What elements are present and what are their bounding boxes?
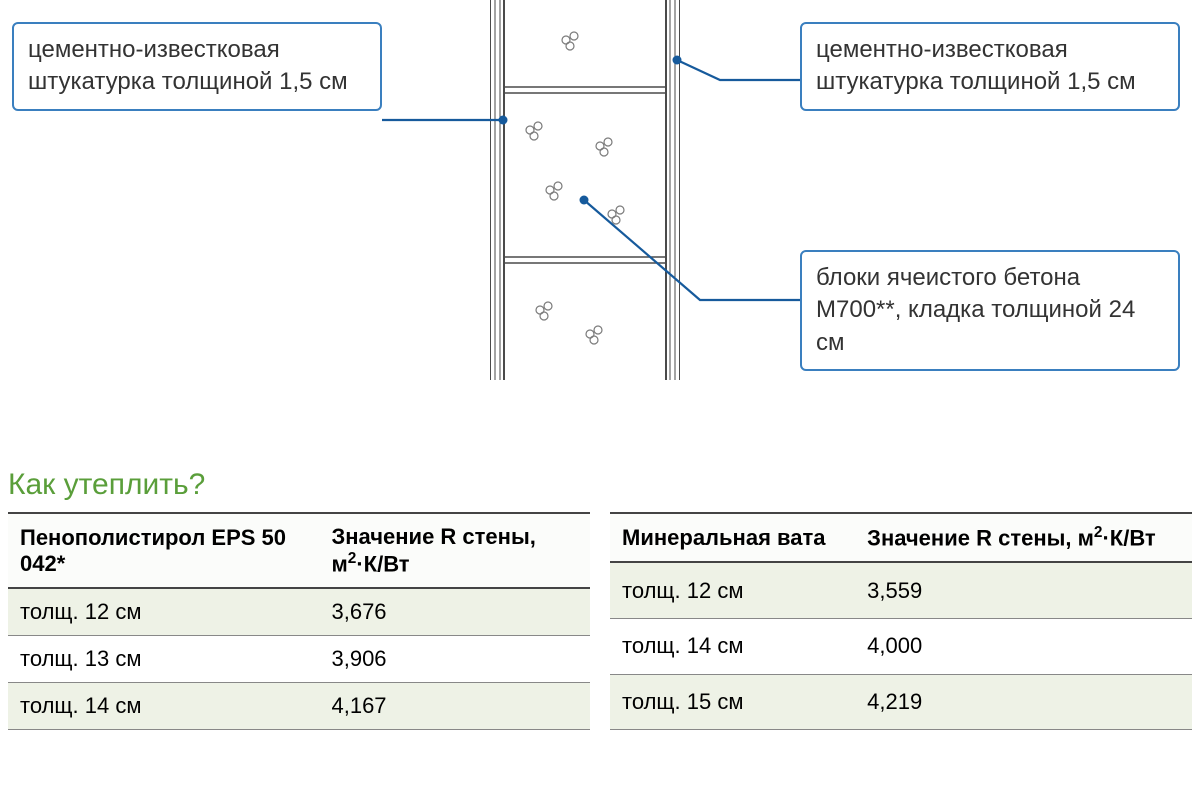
col-r-value: Значение R стены, м2·К/Вт (855, 513, 1192, 562)
cell-r-value: 4,167 (319, 683, 590, 730)
cell-r-value: 4,000 (855, 619, 1192, 675)
wall-diagram: цементно-известковая штукатурка толщиной… (0, 0, 1200, 450)
table-row: толщ. 12 см3,676 (8, 588, 590, 636)
table-row: толщ. 14 см4,000 (610, 619, 1192, 675)
cell-thickness: толщ. 13 см (8, 636, 319, 683)
cell-thickness: толщ. 12 см (8, 588, 319, 636)
table-mineral-wool: Минеральная вата Значение R стены, м2·К/… (610, 512, 1192, 730)
cell-thickness: толщ. 14 см (8, 683, 319, 730)
callout-left: цементно-известковая штукатурка толщиной… (12, 22, 382, 111)
col-material: Пенополистирол EPS 50 042* (8, 513, 319, 588)
insulation-tables: Пенополистирол EPS 50 042* Значение R ст… (0, 512, 1200, 730)
cell-r-value: 3,676 (319, 588, 590, 636)
col-material: Минеральная вата (610, 513, 855, 562)
cell-r-value: 4,219 (855, 674, 1192, 730)
table-polystyrene: Пенополистирол EPS 50 042* Значение R ст… (8, 512, 590, 730)
cell-r-value: 3,559 (855, 562, 1192, 618)
wall-cross-section (490, 0, 680, 380)
table-row: толщ. 13 см3,906 (8, 636, 590, 683)
table-row: толщ. 12 см3,559 (610, 562, 1192, 618)
table-row: толщ. 14 см4,167 (8, 683, 590, 730)
table-row: толщ. 15 см4,219 (610, 674, 1192, 730)
cell-thickness: толщ. 14 см (610, 619, 855, 675)
cell-thickness: толщ. 15 см (610, 674, 855, 730)
section-title: Как утеплить? (8, 468, 1200, 502)
callout-blocks: блоки ячеистого бетона М700**, кладка то… (800, 250, 1180, 371)
cell-thickness: толщ. 12 см (610, 562, 855, 618)
cell-r-value: 3,906 (319, 636, 590, 683)
col-r-value: Значение R стены, м2·К/Вт (319, 513, 590, 588)
callout-right: цементно-известковая штукатурка толщиной… (800, 22, 1180, 111)
